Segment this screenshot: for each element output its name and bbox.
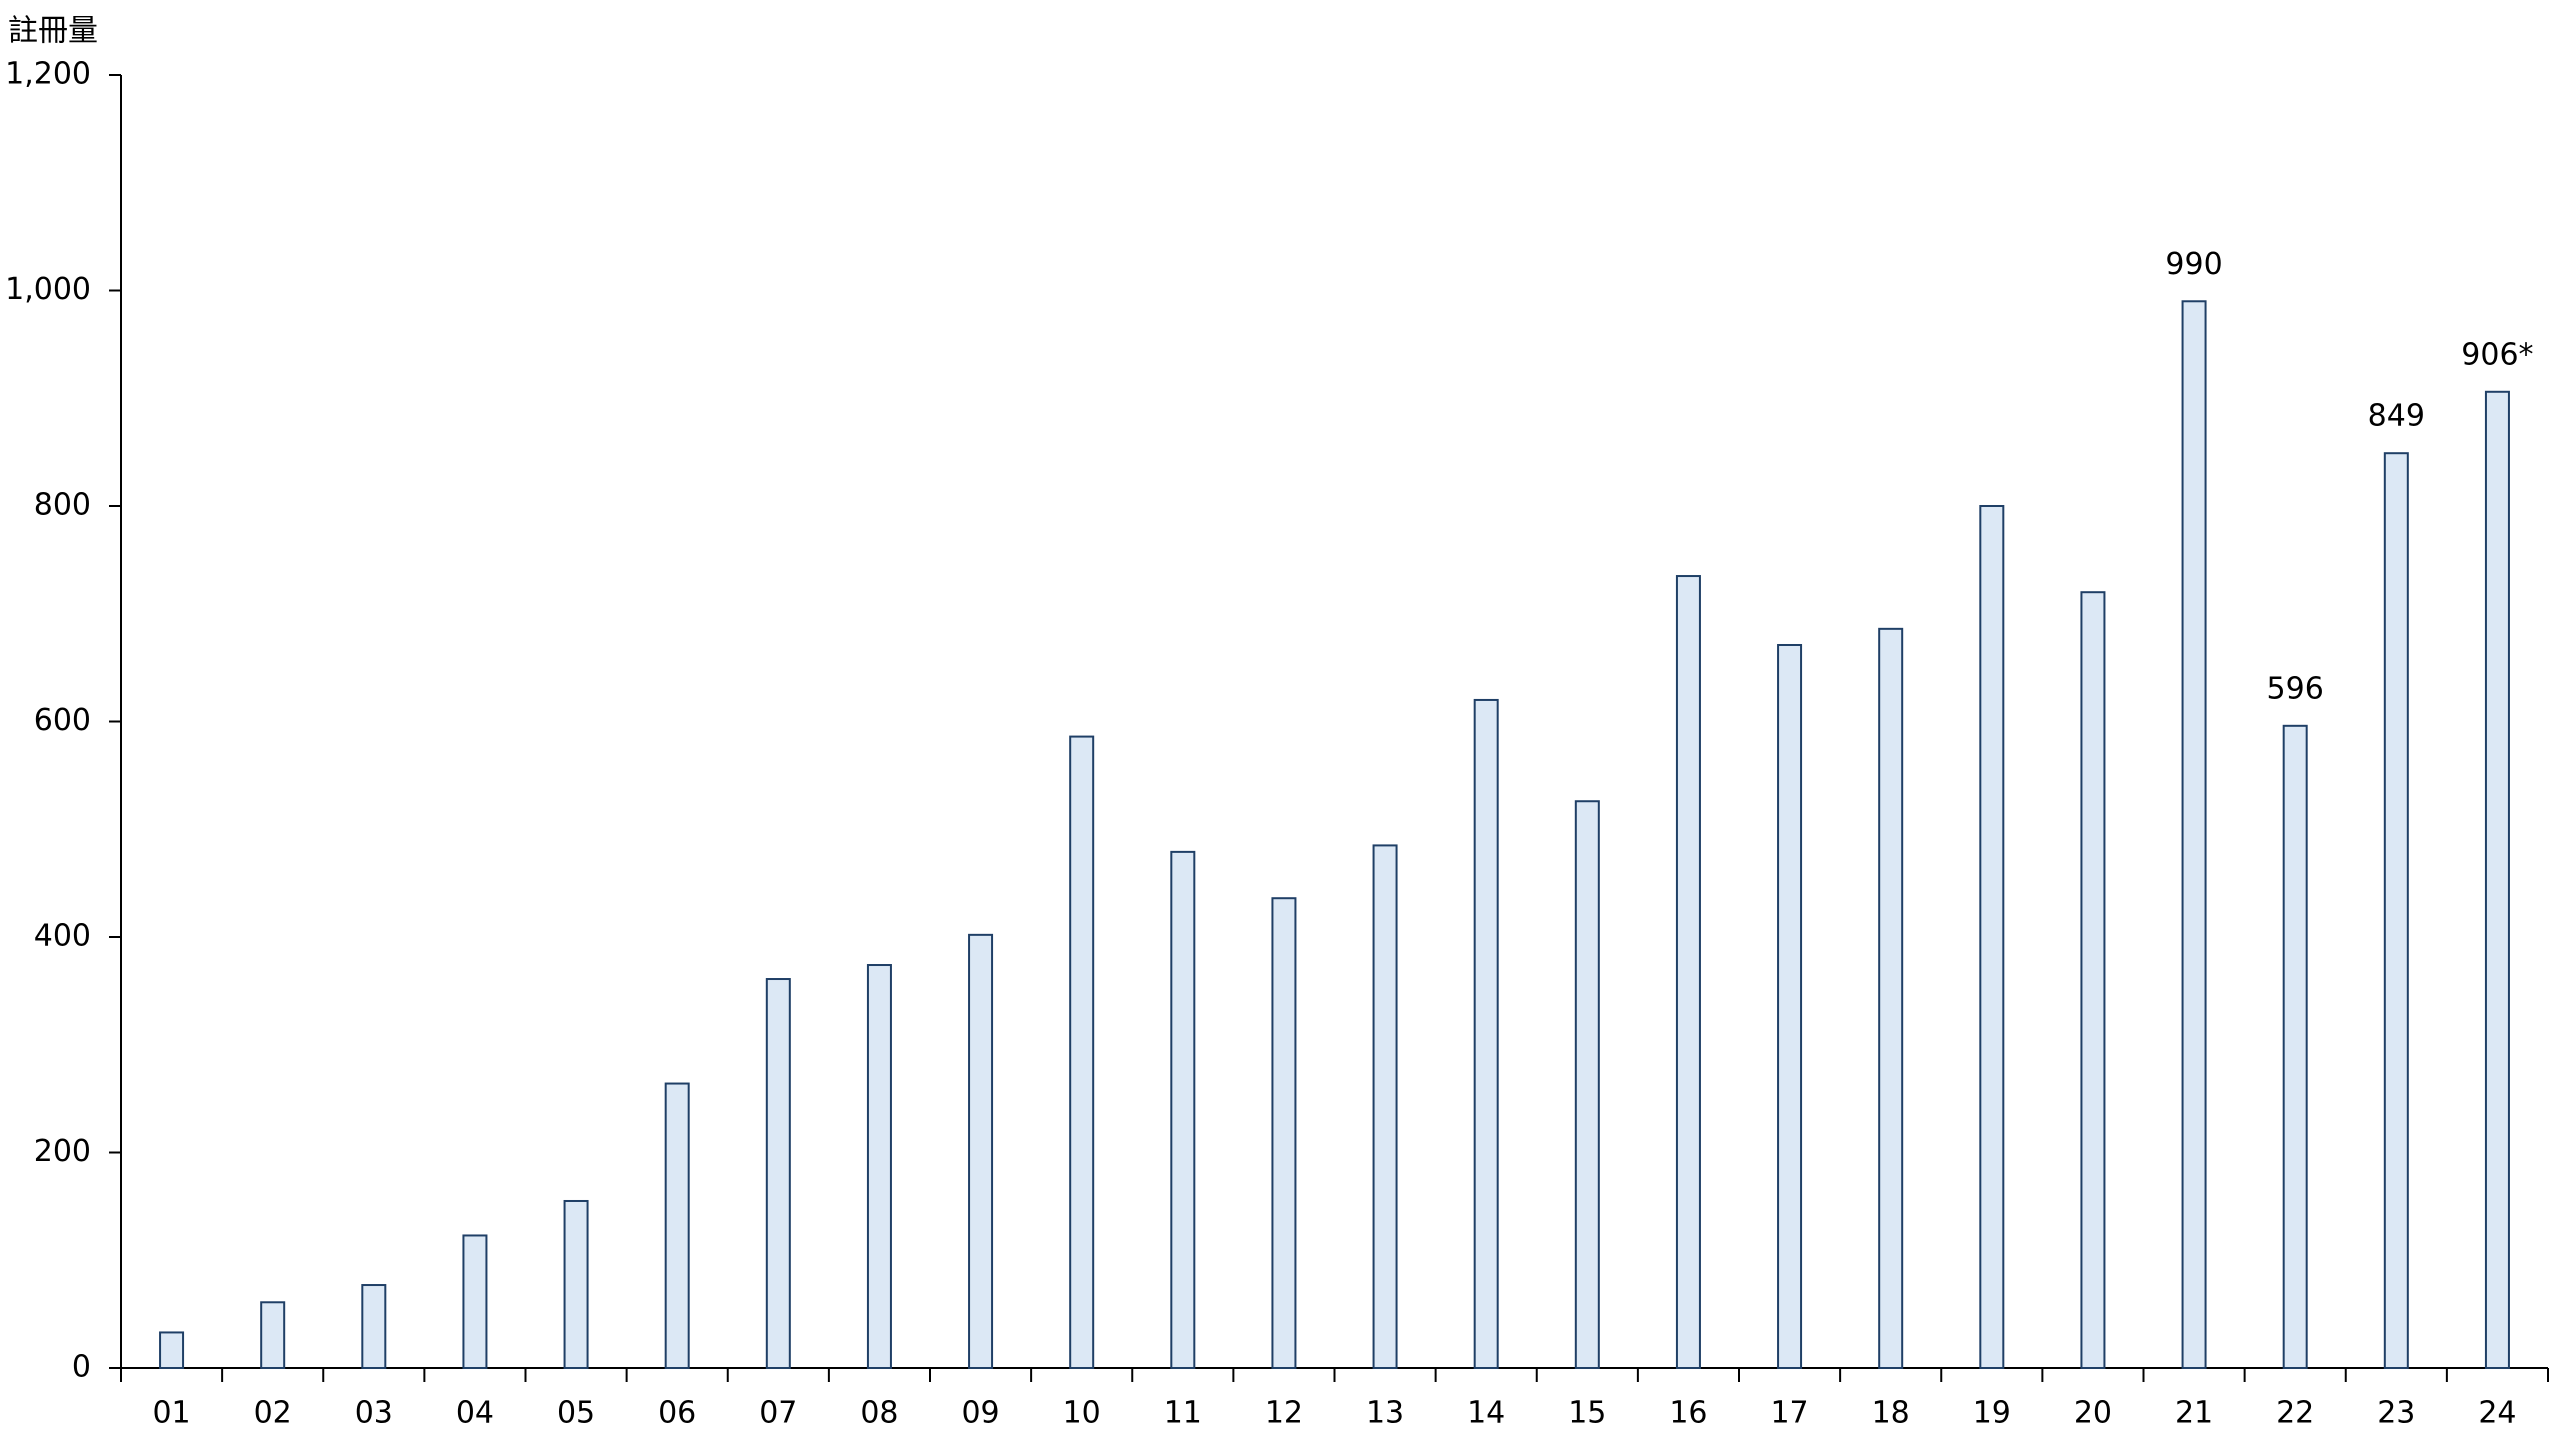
bar xyxy=(1069,735,1095,1369)
bar xyxy=(1372,844,1398,1369)
x-tick-label: 24 xyxy=(2478,1396,2516,1431)
x-tick-label: 16 xyxy=(1669,1396,1707,1431)
value-label: 906* xyxy=(2461,337,2533,372)
x-tick-label: 20 xyxy=(2074,1396,2112,1431)
bar xyxy=(968,933,994,1369)
x-tick-label: 21 xyxy=(2175,1396,2213,1431)
bar xyxy=(2181,300,2207,1369)
x-tick-label: 04 xyxy=(456,1396,494,1431)
x-tick-label: 19 xyxy=(1973,1396,2011,1431)
y-tick-label: 1,000 xyxy=(5,272,91,307)
x-tick-label: 02 xyxy=(254,1396,292,1431)
x-tick-label: 15 xyxy=(1568,1396,1606,1431)
y-tick-label: 0 xyxy=(72,1350,91,1385)
bar xyxy=(1574,800,1600,1369)
bar xyxy=(1777,643,1803,1369)
bar xyxy=(2383,452,2409,1369)
bar xyxy=(866,964,892,1369)
bar xyxy=(2282,724,2308,1369)
y-tick-label: 200 xyxy=(34,1134,91,1169)
x-tick-label: 10 xyxy=(1063,1396,1101,1431)
y-tick-label: 1,200 xyxy=(5,57,91,92)
bar xyxy=(1473,698,1499,1369)
y-tick-label: 600 xyxy=(34,703,91,738)
x-tick-label: 17 xyxy=(1770,1396,1808,1431)
x-tick-label: 07 xyxy=(759,1396,797,1431)
bar xyxy=(1170,850,1196,1369)
x-tick-label: 09 xyxy=(961,1396,999,1431)
value-label: 849 xyxy=(2368,399,2425,434)
bar xyxy=(1675,575,1701,1369)
bar xyxy=(260,1301,286,1369)
bar xyxy=(563,1199,589,1370)
x-tick-label: 11 xyxy=(1164,1396,1202,1431)
bar xyxy=(361,1284,387,1369)
value-label: 990 xyxy=(2165,247,2222,282)
value-label: 596 xyxy=(2267,671,2324,706)
x-tick-label: 01 xyxy=(152,1396,190,1431)
x-tick-label: 22 xyxy=(2276,1396,2314,1431)
y-axis-label: 註冊量 xyxy=(8,14,98,49)
x-tick-label: 13 xyxy=(1366,1396,1404,1431)
bar xyxy=(2484,390,2510,1370)
bar xyxy=(1979,505,2005,1369)
bar xyxy=(159,1331,185,1370)
x-tick-label: 06 xyxy=(658,1396,696,1431)
x-tick-label: 08 xyxy=(860,1396,898,1431)
bar xyxy=(1878,627,1904,1369)
x-tick-label: 05 xyxy=(557,1396,595,1431)
x-tick-label: 14 xyxy=(1467,1396,1505,1431)
x-tick-label: 12 xyxy=(1265,1396,1303,1431)
y-tick-label: 800 xyxy=(34,488,91,523)
bar xyxy=(1271,897,1297,1370)
bar xyxy=(664,1082,690,1370)
bar xyxy=(765,978,791,1370)
y-tick-label: 400 xyxy=(34,919,91,954)
x-tick-label: 03 xyxy=(355,1396,393,1431)
x-tick-label: 23 xyxy=(2377,1396,2415,1431)
x-tick-label: 18 xyxy=(1872,1396,1910,1431)
bar xyxy=(2080,591,2106,1369)
bar xyxy=(462,1234,488,1370)
